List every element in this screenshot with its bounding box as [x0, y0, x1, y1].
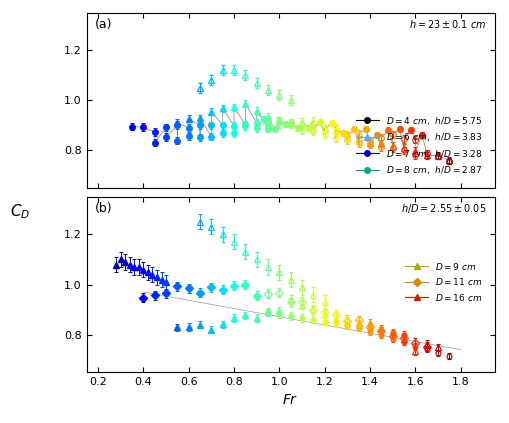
Legend: $D = 4$ $cm$,  $h/D = 5.75$, $D = 6$ $cm$,  $h/D = 3.83$, $D = 7$ $cm$,  $h/D = : $D = 4$ $cm$, $h/D = 5.75$, $D = 6$ $cm$…	[352, 111, 485, 180]
Text: (a): (a)	[95, 18, 112, 31]
Text: $C_D$: $C_D$	[10, 202, 31, 221]
Legend: $D =  9$ $cm$, $D = 11$ $cm$, $D = 16$ $cm$: $D = 9$ $cm$, $D = 11$ $cm$, $D = 16$ $c…	[401, 257, 485, 306]
Text: $h = 23 \pm 0.1$ cm: $h = 23 \pm 0.1$ cm	[408, 18, 486, 30]
Text: (b): (b)	[95, 202, 112, 215]
X-axis label: $Fr$: $Fr$	[282, 393, 298, 407]
Text: $h/D = 2.55 \pm 0.05$: $h/D = 2.55 \pm 0.05$	[400, 202, 486, 215]
